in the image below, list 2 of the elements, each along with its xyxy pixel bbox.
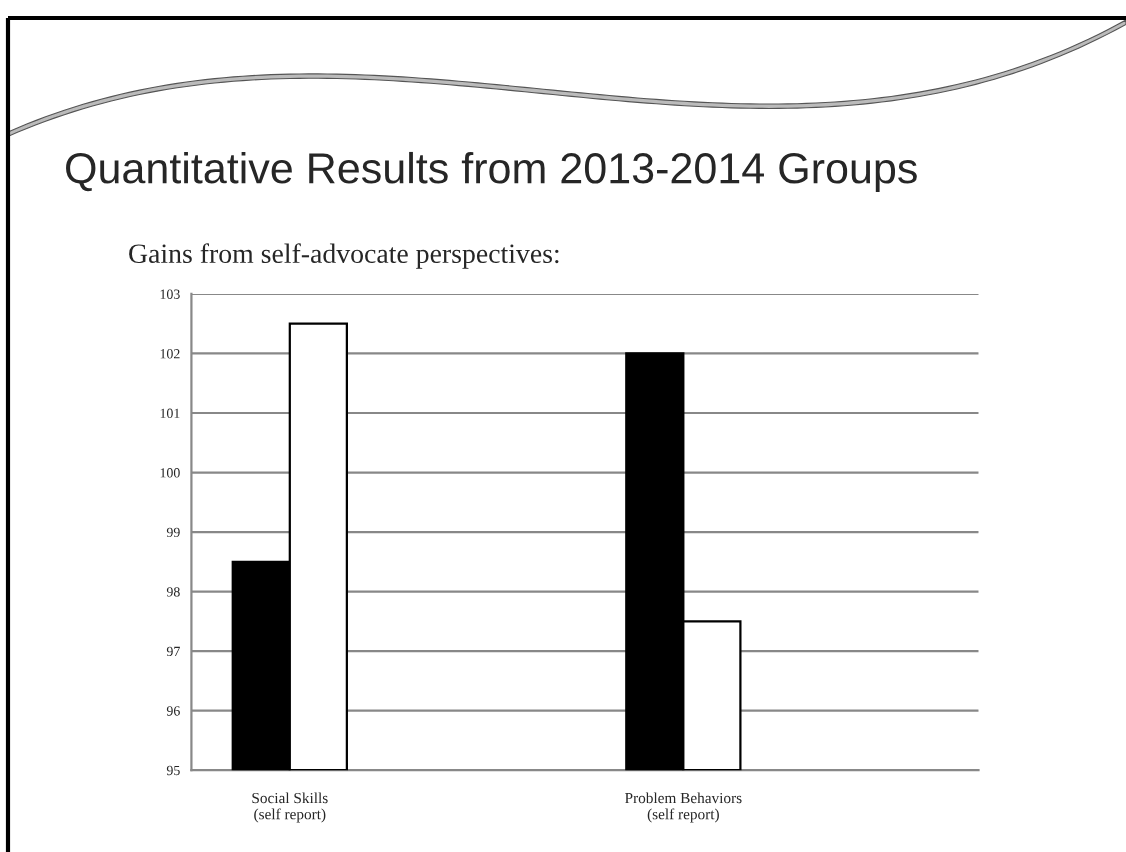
chart-title: Quantitative Results from 2013-2014 Groups bbox=[66, 151, 917, 193]
chart-subtitle: Gains from self-advocate perspectives: bbox=[129, 243, 559, 269]
